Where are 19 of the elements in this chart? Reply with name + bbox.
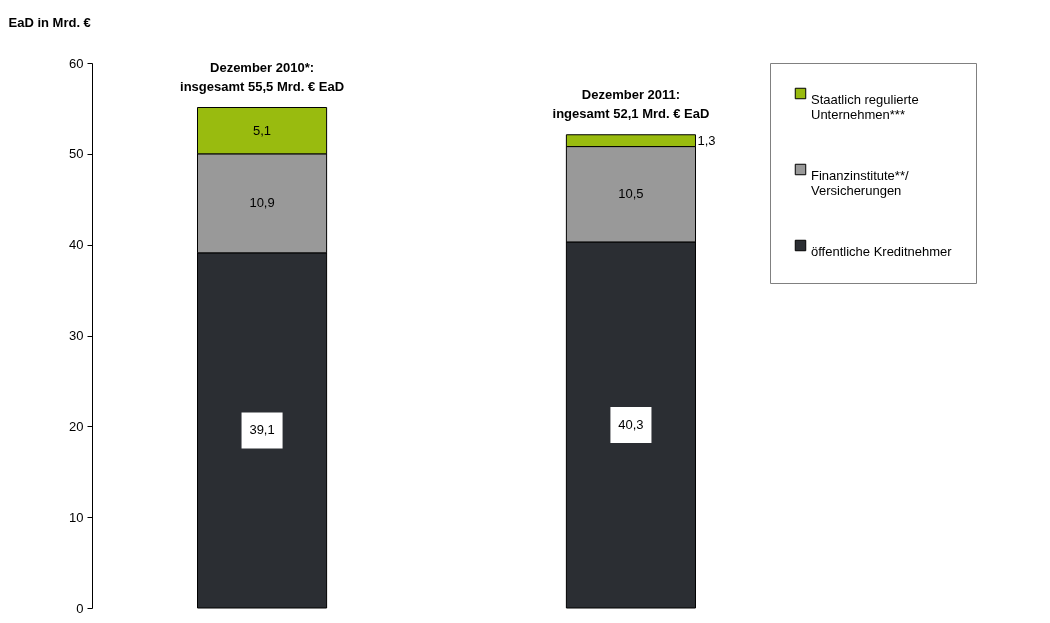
y-tick-label: 60: [69, 55, 84, 71]
y-tick-label: 50: [69, 146, 84, 162]
y-tick-label: 20: [69, 418, 84, 434]
data-label: 5,1: [253, 122, 272, 138]
data-label: 40,3: [618, 416, 644, 432]
data-label: 1,3: [697, 132, 716, 148]
legend-label: Staatlich regulierte Unternehmen***: [811, 91, 919, 122]
y-axis-title: EaD in Mrd. €: [8, 14, 91, 30]
data-label: 10,5: [618, 186, 644, 202]
y-tick-label: 0: [76, 600, 84, 616]
total-label: Dezember 2010*: insgesamt 55,5 Mrd. € EaD: [180, 59, 345, 94]
legend-label: Finanzinstitute**/ Versicherungen: [811, 167, 909, 198]
y-tick-label: 30: [69, 328, 84, 343]
data-label: 10,9: [249, 195, 275, 211]
legend-label: öffentliche Kreditnehmer: [811, 243, 953, 259]
data-label: 39,1: [249, 422, 275, 438]
total-label: Dezember 2011: ingesamt 52,1 Mrd. € EaD: [552, 86, 710, 121]
y-tick-label: 40: [69, 237, 84, 253]
y-tick-label: 10: [69, 509, 84, 525]
